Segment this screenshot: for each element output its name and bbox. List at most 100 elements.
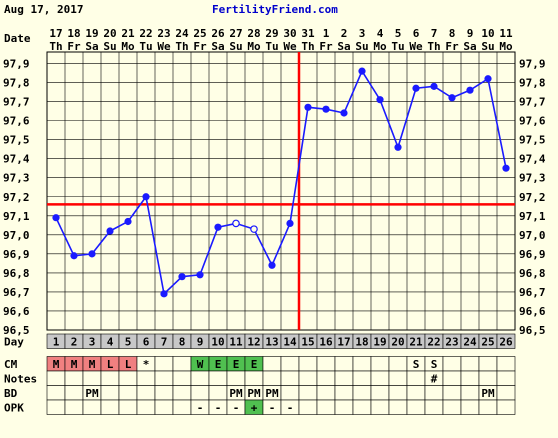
temperature-point [214,223,222,231]
y-tick-label-right: 97,0 [519,229,546,242]
day-value: 11 [229,336,243,349]
temperature-point [160,290,168,298]
weekday-label: Sa [211,40,224,53]
day-value: 9 [197,336,204,349]
temperature-point [466,86,474,94]
weekday-label: Mo [373,40,387,53]
date-label: 3 [359,27,366,40]
cm-cell [388,356,408,372]
y-tick-label-right: 97,7 [519,96,546,109]
opk-value: - [287,402,294,415]
notes-cell [280,370,300,386]
notes-cell [298,370,318,386]
day-value: 18 [355,336,368,349]
y-tick-label-right: 96,8 [519,267,546,280]
date-label: 10 [481,27,494,40]
opk-cell [478,399,498,415]
opk-cell [100,399,120,415]
y-tick-label-right: 97,4 [519,153,546,166]
temperature-point [124,217,132,226]
site-name[interactable]: FertilityFriend.com [212,3,338,16]
temperature-point [340,109,348,117]
temperature-point [142,193,150,201]
y-tick-label-left: 97,4 [3,153,30,166]
weekday-label: Mo [121,40,135,53]
y-tick-label-right: 96,6 [519,305,546,318]
date-label: 25 [193,27,206,40]
weekday-label: Th [49,40,62,53]
day-row-label: Day [4,336,24,349]
weekday-label: Th [427,40,440,53]
day-value: 7 [161,336,168,349]
y-tick-label-left: 97,3 [3,172,30,185]
bd-cell [352,385,372,401]
bd-cell [46,385,66,401]
bd-cell [172,385,192,401]
weekday-label: Su [229,40,242,53]
date-row-label: Date [4,32,31,45]
opk-cell [388,399,408,415]
y-tick-label-left: 96,5 [3,324,30,337]
opk-cell [154,399,174,415]
day-value: 17 [337,336,350,349]
bd-cell [496,385,516,401]
cm-value: L [125,358,132,371]
bd-cell [424,385,444,401]
day-cell [496,333,516,349]
opk-cell [82,399,102,415]
date-label: 4 [377,27,384,40]
weekday-label: Sa [463,40,476,53]
opk-row-label: OPK [4,402,24,415]
date-label: 11 [499,27,513,40]
notes-cell [154,370,174,386]
notes-cell [406,370,426,386]
bd-cell [460,385,480,401]
bd-cell [406,385,426,401]
temperature-point [304,103,312,111]
weekday-label: We [283,40,297,53]
weekday-label: Fr [67,40,81,53]
bd-value: PM [229,387,243,400]
date-label: 27 [229,27,242,40]
cm-value: L [107,358,114,371]
day-value: 1 [53,336,60,349]
bd-row-label: BD [4,387,18,400]
notes-cell [46,370,66,386]
date-label: 28 [247,27,260,40]
weekday-label: Tu [265,40,278,53]
weekday-label: Mo [499,40,513,53]
opk-cell [298,399,318,415]
day-value: 20 [391,336,404,349]
opk-cell [136,399,156,415]
y-tick-label-left: 97,2 [3,191,30,204]
bd-cell [280,385,300,401]
temperature-point [286,219,294,228]
cm-value: S [431,358,438,371]
temperature-point [430,82,438,90]
y-tick-label-right: 96,7 [519,286,546,299]
cm-cell [316,356,336,372]
day-value: 22 [427,336,440,349]
temperature-point [448,94,456,102]
temperature-point [376,96,384,104]
y-tick-label-left: 96,8 [3,267,30,280]
bd-cell [118,385,138,401]
cm-value: M [71,358,78,371]
date-label: 5 [395,27,402,40]
y-tick-label-left: 97,6 [3,115,30,128]
day-value: 23 [445,336,458,349]
notes-cell [208,370,228,386]
cm-value: M [53,358,60,371]
day-value: 24 [463,336,477,349]
cm-cell [370,356,390,372]
cm-cell [352,356,372,372]
day-value: 8 [179,336,186,349]
date-label: 22 [139,27,152,40]
weekday-label: We [157,40,171,53]
notes-value: # [431,373,438,386]
opk-value: - [215,402,222,415]
cm-value: S [413,358,420,371]
bd-cell [64,385,84,401]
temperature-point [358,67,366,75]
day-value: 13 [265,336,278,349]
